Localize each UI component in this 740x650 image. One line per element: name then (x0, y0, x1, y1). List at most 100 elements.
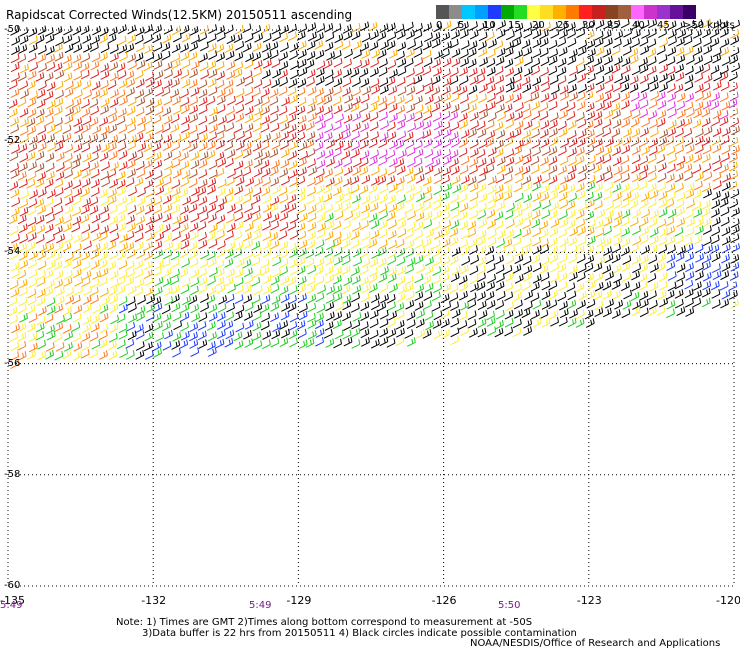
wind-barb (729, 82, 738, 93)
wind-barb (676, 20, 686, 31)
wind-barb (684, 243, 694, 253)
wind-barb (558, 46, 568, 57)
wind-barb (622, 46, 632, 56)
wind-barb (172, 96, 181, 106)
wind-barb (423, 22, 432, 32)
wind-barb (189, 322, 199, 333)
wind-barb (225, 329, 235, 340)
wind-barb (541, 280, 551, 291)
wind-barb (568, 264, 578, 275)
wind-barb (485, 31, 495, 42)
wind-barb (179, 214, 189, 225)
wind-barb (359, 220, 369, 230)
wind-barb (404, 94, 414, 104)
wind-barb (332, 96, 342, 106)
wind-barb (460, 40, 470, 50)
wind-barb (685, 144, 695, 154)
wind-barb (262, 339, 271, 350)
wind-barb (602, 290, 612, 300)
wind-barb (314, 40, 324, 50)
wind-barb (208, 131, 217, 142)
wind-barb (639, 57, 648, 67)
wind-barb (262, 239, 272, 250)
wind-barb (638, 273, 648, 283)
wind-barb (407, 122, 417, 133)
wind-barb (487, 273, 496, 284)
wind-barb (110, 88, 119, 99)
wind-barb (55, 295, 65, 306)
wind-barb (469, 200, 478, 210)
wind-barb (251, 276, 261, 287)
wind-barb (137, 116, 146, 126)
wind-barb (36, 288, 46, 299)
wind-barb (170, 294, 180, 304)
legend-swatch (553, 5, 566, 19)
wind-barb (702, 217, 711, 228)
wind-barb (244, 275, 254, 285)
wind-barb (479, 57, 488, 67)
wind-barb (586, 219, 596, 229)
wind-barb (730, 35, 740, 46)
wind-barb (468, 40, 478, 51)
wind-barb (326, 51, 335, 61)
wind-barb (226, 149, 236, 159)
wind-barb (478, 31, 488, 42)
wind-barb (343, 186, 353, 197)
wind-barb (450, 219, 460, 230)
wind-barb (676, 263, 686, 273)
wind-barb (180, 311, 190, 322)
wind-barb (585, 199, 595, 209)
wind-barb (198, 32, 207, 43)
wind-barb (431, 275, 441, 285)
wind-barb (235, 40, 245, 51)
wind-barb (271, 131, 281, 142)
wind-barb (512, 318, 522, 329)
wind-barb (575, 245, 585, 255)
wind-barb (560, 91, 569, 101)
wind-barb (315, 336, 324, 347)
wind-barb (244, 106, 254, 116)
wind-barb (585, 226, 595, 237)
wind-barb (378, 273, 388, 283)
wind-barb (342, 231, 352, 242)
wind-barb (648, 244, 658, 255)
wind-barb (216, 312, 226, 322)
wind-barb (91, 339, 101, 350)
wind-barb (567, 55, 577, 66)
wind-barb (432, 319, 442, 329)
wind-barb (44, 27, 54, 37)
wind-barb (495, 281, 505, 291)
wind-barb (307, 222, 317, 232)
longitude-label: -129 (286, 594, 312, 607)
wind-barb (496, 103, 505, 114)
wind-barb (145, 78, 155, 88)
wind-barb (81, 332, 91, 342)
wind-barb (305, 338, 315, 348)
wind-barb (368, 21, 378, 32)
wind-barb (703, 55, 713, 66)
wind-barb (397, 228, 407, 238)
wind-barb (260, 266, 270, 276)
wind-barb (729, 271, 739, 281)
wind-barb (73, 304, 83, 315)
wind-barb (161, 223, 171, 234)
wind-barb (450, 201, 460, 212)
wind-barb (109, 279, 119, 289)
wind-barb (288, 329, 298, 340)
wind-barb (505, 83, 515, 93)
wind-barb (684, 154, 694, 164)
wind-barb (692, 37, 702, 48)
wind-barb (468, 238, 478, 248)
wind-barb (685, 182, 695, 193)
wind-barb (522, 129, 532, 140)
wind-barb (539, 37, 549, 48)
wind-barb (351, 30, 361, 41)
wind-barb (53, 124, 63, 135)
wind-barb (531, 128, 540, 139)
wind-barb (225, 122, 235, 132)
legend-swatch (631, 5, 644, 19)
wind-barb (396, 165, 406, 176)
wind-barb (172, 231, 181, 241)
wind-barb (72, 259, 82, 269)
wind-barb (476, 67, 486, 78)
